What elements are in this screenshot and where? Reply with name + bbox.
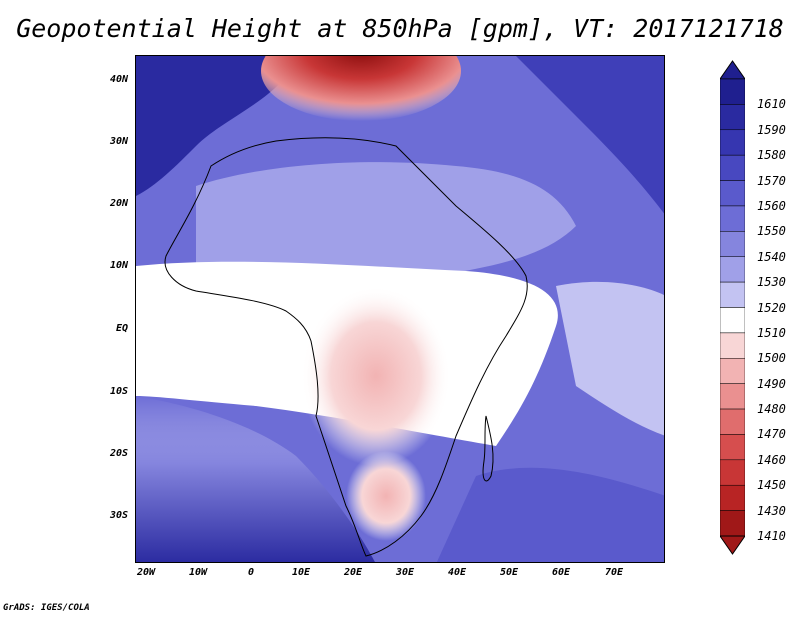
colorbar-level-label: 1590 (757, 122, 786, 137)
lat-label: 20N (109, 198, 128, 209)
lat-label: 20S (109, 448, 128, 459)
coastlines (164, 137, 528, 557)
colorbar-swatch (720, 205, 745, 232)
colorbar-level-label: 1560 (757, 198, 786, 213)
colorbar-level-label: 1530 (757, 275, 786, 290)
colorbar-level-label: 1550 (757, 224, 786, 239)
colorbar-swatch (720, 383, 745, 410)
colorbar-level-label: 1510 (757, 325, 786, 340)
lat-label: 10S (109, 386, 128, 397)
colorbar-level-label: 1430 (757, 503, 786, 518)
colorbar-max-cap (720, 60, 745, 80)
field-southern-africa-low (346, 451, 426, 541)
colorbar-swatch (720, 459, 745, 486)
map-panel (135, 55, 665, 563)
colorbar-swatch (720, 231, 745, 257)
colorbar-level-label: 1460 (757, 452, 786, 467)
colorbar-swatch (720, 434, 745, 461)
colorbar-level-label: 1540 (757, 249, 786, 264)
lon-label: 20E (343, 567, 363, 578)
field-indian-ocean (556, 281, 664, 436)
madagascar-coastline (482, 415, 494, 482)
colorbar-swatches (720, 60, 745, 555)
colorbar-level-label: 1410 (757, 529, 786, 543)
lat-label: 30S (109, 510, 128, 521)
colorbar-swatch (720, 78, 745, 105)
colorbar-level-label: 1570 (757, 173, 786, 188)
lon-label: 20W (136, 567, 156, 578)
africa-coastline (164, 137, 528, 557)
colorbar-level-label: 1490 (757, 376, 786, 391)
lon-label: 30E (395, 567, 415, 578)
colorbar-swatch (720, 104, 745, 131)
colorbar-swatch (720, 129, 745, 156)
colorbar-level-label: 1580 (757, 148, 786, 163)
colorbar-swatch (720, 180, 745, 207)
field-nw-high (136, 56, 296, 196)
colorbar-level-label: 1610 (757, 97, 786, 112)
colorbar-level-label: 1450 (757, 478, 786, 493)
lon-label: 60E (551, 567, 571, 578)
lon-label: 10W (188, 567, 208, 578)
lat-label: 40N (109, 74, 128, 85)
lat-label: EQ (115, 323, 128, 334)
colorbar-level-label: 1520 (757, 300, 786, 315)
lon-label: 70E (604, 567, 624, 578)
colorbar-swatch (720, 332, 745, 359)
lon-label: 10E (291, 567, 311, 578)
colorbar-swatch (720, 256, 745, 283)
colorbar-swatch (720, 281, 745, 308)
lon-label: 40E (447, 567, 467, 578)
colorbar-swatch (720, 510, 745, 537)
colorbar-level-label: 1470 (757, 427, 786, 442)
lat-label: 10N (109, 260, 128, 271)
colorbar-level-label: 1500 (757, 351, 786, 366)
colorbar (720, 60, 745, 555)
field-sahara (196, 162, 576, 281)
lon-label: 50E (499, 567, 519, 578)
colorbar-swatch (720, 154, 745, 181)
colorbar-swatch (720, 484, 745, 511)
colorbar-swatch (720, 408, 745, 435)
field-south-atlantic (136, 396, 375, 562)
credit-text: GrADS: IGES/COLA (3, 603, 90, 613)
field-south-indian (436, 467, 664, 562)
field-central-africa-low (301, 286, 451, 466)
chart-title: Geopotential Height at 850hPa [gpm], VT:… (16, 14, 784, 43)
lat-label: 30N (109, 136, 128, 147)
field-mediterranean-low (261, 56, 461, 121)
colorbar-swatch (720, 358, 745, 384)
lon-label: 0 (247, 567, 255, 578)
colorbar-min-cap (720, 535, 745, 555)
colorbar-level-label: 1480 (757, 402, 786, 417)
field-ne-high (516, 56, 664, 214)
map-canvas (136, 56, 664, 562)
colorbar-swatch (720, 307, 745, 334)
